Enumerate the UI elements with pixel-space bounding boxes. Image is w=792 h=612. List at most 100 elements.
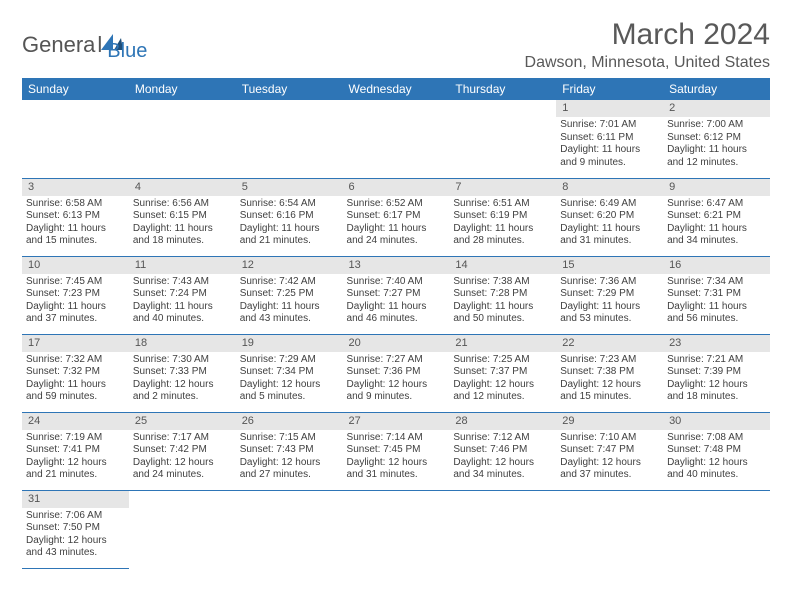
sunset-text: Sunset: 7:47 PM (560, 444, 659, 457)
daylight-text: Daylight: 11 hours and 46 minutes. (347, 301, 446, 326)
sunset-text: Sunset: 7:41 PM (26, 444, 125, 457)
sunrise-text: Sunrise: 7:45 AM (26, 276, 125, 289)
sunset-text: Sunset: 6:20 PM (560, 210, 659, 223)
day-cell (129, 490, 236, 568)
sunrise-text: Sunrise: 7:34 AM (667, 276, 766, 289)
day-number: 30 (663, 413, 770, 430)
logo: General Blue (22, 26, 147, 63)
day-details: Sunrise: 7:40 AMSunset: 7:27 PMDaylight:… (343, 274, 450, 328)
day-cell: 18Sunrise: 7:30 AMSunset: 7:33 PMDayligh… (129, 334, 236, 412)
daylight-text: Daylight: 11 hours and 31 minutes. (560, 223, 659, 248)
day-cell: 17Sunrise: 7:32 AMSunset: 7:32 PMDayligh… (22, 334, 129, 412)
sunrise-text: Sunrise: 7:43 AM (133, 276, 232, 289)
day-cell: 8Sunrise: 6:49 AMSunset: 6:20 PMDaylight… (556, 178, 663, 256)
day-cell: 22Sunrise: 7:23 AMSunset: 7:38 PMDayligh… (556, 334, 663, 412)
daylight-text: Daylight: 11 hours and 18 minutes. (133, 223, 232, 248)
location-text: Dawson, Minnesota, United States (525, 54, 770, 72)
sunrise-text: Sunrise: 7:08 AM (667, 432, 766, 445)
week-row: 1Sunrise: 7:01 AMSunset: 6:11 PMDaylight… (22, 100, 770, 178)
day-number: 13 (343, 257, 450, 274)
sunrise-text: Sunrise: 7:10 AM (560, 432, 659, 445)
day-cell: 21Sunrise: 7:25 AMSunset: 7:37 PMDayligh… (449, 334, 556, 412)
day-cell: 3Sunrise: 6:58 AMSunset: 6:13 PMDaylight… (22, 178, 129, 256)
sunset-text: Sunset: 7:39 PM (667, 366, 766, 379)
daylight-text: Daylight: 11 hours and 40 minutes. (133, 301, 232, 326)
daylight-text: Daylight: 11 hours and 15 minutes. (26, 223, 125, 248)
sunrise-text: Sunrise: 7:06 AM (26, 510, 125, 523)
day-cell (236, 490, 343, 568)
daylight-text: Daylight: 11 hours and 21 minutes. (240, 223, 339, 248)
day-details: Sunrise: 6:58 AMSunset: 6:13 PMDaylight:… (22, 196, 129, 250)
day-details: Sunrise: 7:32 AMSunset: 7:32 PMDaylight:… (22, 352, 129, 406)
daylight-text: Daylight: 12 hours and 5 minutes. (240, 379, 339, 404)
day-details: Sunrise: 7:45 AMSunset: 7:23 PMDaylight:… (22, 274, 129, 328)
day-details: Sunrise: 7:34 AMSunset: 7:31 PMDaylight:… (663, 274, 770, 328)
daylight-text: Daylight: 12 hours and 31 minutes. (347, 457, 446, 482)
daylight-text: Daylight: 12 hours and 24 minutes. (133, 457, 232, 482)
day-details: Sunrise: 7:14 AMSunset: 7:45 PMDaylight:… (343, 430, 450, 484)
week-row: 31Sunrise: 7:06 AMSunset: 7:50 PMDayligh… (22, 490, 770, 568)
page-title: March 2024 (525, 18, 770, 52)
daylight-text: Daylight: 12 hours and 9 minutes. (347, 379, 446, 404)
weekday-header: Thursday (449, 78, 556, 100)
sunrise-text: Sunrise: 7:32 AM (26, 354, 125, 367)
sunset-text: Sunset: 7:38 PM (560, 366, 659, 379)
daylight-text: Daylight: 11 hours and 53 minutes. (560, 301, 659, 326)
daylight-text: Daylight: 11 hours and 50 minutes. (453, 301, 552, 326)
sunset-text: Sunset: 7:28 PM (453, 288, 552, 301)
weekday-header: Monday (129, 78, 236, 100)
daylight-text: Daylight: 12 hours and 37 minutes. (560, 457, 659, 482)
daylight-text: Daylight: 11 hours and 28 minutes. (453, 223, 552, 248)
sunrise-text: Sunrise: 6:49 AM (560, 198, 659, 211)
sunrise-text: Sunrise: 7:17 AM (133, 432, 232, 445)
day-details: Sunrise: 7:29 AMSunset: 7:34 PMDaylight:… (236, 352, 343, 406)
calendar-body: 1Sunrise: 7:01 AMSunset: 6:11 PMDaylight… (22, 100, 770, 568)
day-cell: 14Sunrise: 7:38 AMSunset: 7:28 PMDayligh… (449, 256, 556, 334)
daylight-text: Daylight: 12 hours and 21 minutes. (26, 457, 125, 482)
day-number: 24 (22, 413, 129, 430)
day-number: 29 (556, 413, 663, 430)
sunset-text: Sunset: 6:19 PM (453, 210, 552, 223)
day-details: Sunrise: 6:51 AMSunset: 6:19 PMDaylight:… (449, 196, 556, 250)
daylight-text: Daylight: 11 hours and 59 minutes. (26, 379, 125, 404)
sunrise-text: Sunrise: 7:42 AM (240, 276, 339, 289)
day-details: Sunrise: 7:17 AMSunset: 7:42 PMDaylight:… (129, 430, 236, 484)
sunrise-text: Sunrise: 7:25 AM (453, 354, 552, 367)
day-number: 11 (129, 257, 236, 274)
day-details: Sunrise: 7:42 AMSunset: 7:25 PMDaylight:… (236, 274, 343, 328)
day-details: Sunrise: 7:36 AMSunset: 7:29 PMDaylight:… (556, 274, 663, 328)
sunrise-text: Sunrise: 7:36 AM (560, 276, 659, 289)
day-details: Sunrise: 7:01 AMSunset: 6:11 PMDaylight:… (556, 117, 663, 171)
day-number: 9 (663, 179, 770, 196)
day-details: Sunrise: 7:30 AMSunset: 7:33 PMDaylight:… (129, 352, 236, 406)
sunset-text: Sunset: 7:43 PM (240, 444, 339, 457)
sunset-text: Sunset: 7:50 PM (26, 522, 125, 535)
day-cell (343, 100, 450, 178)
week-row: 10Sunrise: 7:45 AMSunset: 7:23 PMDayligh… (22, 256, 770, 334)
day-number: 20 (343, 335, 450, 352)
day-cell: 29 Sunrise: 7:10 AMSunset: 7:47 PMDayligh… (556, 412, 663, 490)
weekday-header: Friday (556, 78, 663, 100)
day-cell (449, 100, 556, 178)
sunrise-text: Sunrise: 7:29 AM (240, 354, 339, 367)
sunset-text: Sunset: 6:15 PM (133, 210, 232, 223)
sunrise-text: Sunrise: 7:01 AM (560, 119, 659, 132)
daylight-text: Daylight: 11 hours and 56 minutes. (667, 301, 766, 326)
sunset-text: Sunset: 6:12 PM (667, 132, 766, 145)
day-cell: 1Sunrise: 7:01 AMSunset: 6:11 PMDaylight… (556, 100, 663, 178)
day-cell: 20Sunrise: 7:27 AMSunset: 7:36 PMDayligh… (343, 334, 450, 412)
day-number: 23 (663, 335, 770, 352)
sunset-text: Sunset: 7:25 PM (240, 288, 339, 301)
daylight-text: Daylight: 12 hours and 12 minutes. (453, 379, 552, 404)
day-cell: 4Sunrise: 6:56 AMSunset: 6:15 PMDaylight… (129, 178, 236, 256)
day-cell: 28Sunrise: 7:12 AMSunset: 7:46 PMDayligh… (449, 412, 556, 490)
daylight-text: Daylight: 12 hours and 18 minutes. (667, 379, 766, 404)
daylight-text: Daylight: 11 hours and 12 minutes. (667, 144, 766, 169)
day-number: 1 (556, 100, 663, 117)
sunrise-text: Sunrise: 7:40 AM (347, 276, 446, 289)
day-number: 15 (556, 257, 663, 274)
day-cell: 5Sunrise: 6:54 AMSunset: 6:16 PMDaylight… (236, 178, 343, 256)
sunset-text: Sunset: 6:13 PM (26, 210, 125, 223)
day-number: 26 (236, 413, 343, 430)
sunset-text: Sunset: 6:21 PM (667, 210, 766, 223)
